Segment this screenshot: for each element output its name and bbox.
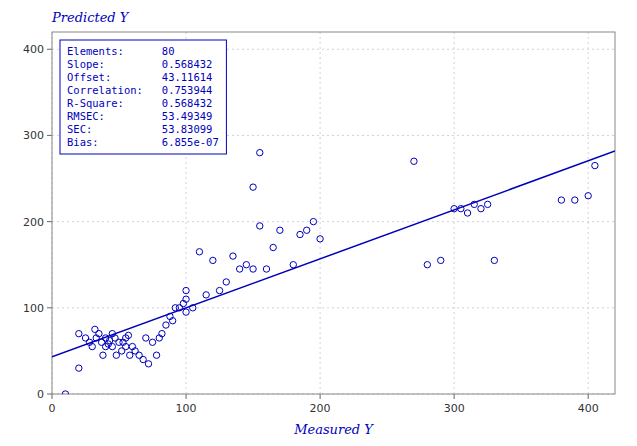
point — [592, 162, 598, 168]
regression-line — [52, 151, 615, 357]
point — [109, 343, 115, 349]
point — [438, 257, 444, 263]
point — [478, 205, 484, 211]
stats-box: Elements: 80Slope: 0.568432Offset: 43.11… — [60, 40, 226, 154]
grid-line — [320, 32, 321, 394]
point — [491, 257, 497, 263]
chart: 0 100 200 300 400 0 100 200 300 400 Predicted Y Mea… — [0, 0, 637, 446]
point — [558, 197, 564, 203]
point — [263, 266, 269, 272]
point — [113, 352, 119, 358]
point — [297, 231, 303, 237]
marks — [52, 149, 615, 394]
point — [257, 149, 263, 155]
tick-label: 400 — [23, 43, 44, 56]
stats-line: Offset: 43.11614 — [67, 71, 212, 83]
point — [250, 266, 256, 272]
point — [89, 343, 95, 349]
point — [257, 223, 263, 229]
point — [250, 184, 256, 190]
point — [290, 262, 296, 268]
point — [243, 262, 249, 268]
tick — [47, 221, 52, 222]
point — [100, 352, 106, 358]
tick — [47, 307, 52, 308]
grid-line — [454, 32, 455, 394]
point — [183, 296, 189, 302]
point — [210, 257, 216, 263]
tick — [52, 394, 53, 399]
tick-label: 400 — [578, 402, 599, 415]
stats-box-frame — [60, 40, 226, 154]
point — [159, 330, 165, 336]
point — [277, 227, 283, 233]
grid — [52, 32, 615, 394]
tick — [186, 394, 187, 399]
title: Predicted Y — [51, 10, 130, 25]
point — [163, 322, 169, 328]
stats-line: RMSEC: 53.49349 — [67, 110, 212, 122]
point — [303, 227, 309, 233]
point — [270, 244, 276, 250]
point — [424, 262, 430, 268]
stats-line: Elements: 80 — [67, 45, 174, 57]
tick — [47, 394, 52, 395]
grid-line — [588, 32, 589, 394]
tick-label: 0 — [37, 388, 44, 401]
tick-label: 100 — [176, 402, 197, 415]
point — [230, 253, 236, 259]
point — [140, 356, 146, 362]
point — [236, 266, 242, 272]
point — [572, 197, 578, 203]
point — [585, 193, 591, 199]
point — [153, 352, 159, 358]
point — [196, 249, 202, 255]
grid-line — [52, 221, 615, 222]
stats-line: Bias: 6.855e-07 — [67, 136, 219, 148]
point — [223, 279, 229, 285]
point — [143, 335, 149, 341]
grid-line — [52, 307, 615, 308]
background — [0, 0, 637, 446]
point — [464, 210, 470, 216]
tick-label: 100 — [23, 302, 44, 315]
point — [125, 332, 131, 338]
point — [62, 391, 68, 394]
tick — [588, 394, 589, 399]
point — [216, 287, 222, 293]
point — [183, 309, 189, 315]
point — [183, 287, 189, 293]
point — [96, 330, 102, 336]
stats-line: R-Square: 0.568432 — [67, 97, 212, 109]
tick — [320, 394, 321, 399]
tick-label: 200 — [310, 402, 331, 415]
stats-line: Correlation: 0.753944 — [67, 84, 212, 96]
stats-line: SEC: 53.83099 — [67, 123, 212, 135]
point — [76, 330, 82, 336]
point — [484, 201, 490, 207]
tick — [454, 394, 455, 399]
point — [203, 292, 209, 298]
tick — [47, 135, 52, 136]
point — [76, 365, 82, 371]
stats-line: Slope: 0.568432 — [67, 58, 212, 70]
tick-label: 0 — [49, 402, 56, 415]
plot-frame — [52, 32, 615, 394]
tick-label: 300 — [23, 129, 44, 142]
x-axis-label: Measured Y — [293, 422, 374, 437]
tick-label: 200 — [23, 216, 44, 229]
point — [169, 318, 175, 324]
tick-label: 300 — [444, 402, 465, 415]
point — [149, 339, 155, 345]
point — [145, 361, 151, 367]
point — [310, 218, 316, 224]
point — [127, 352, 133, 358]
point — [123, 343, 129, 349]
point — [411, 158, 417, 164]
tick — [47, 49, 52, 50]
point — [317, 236, 323, 242]
